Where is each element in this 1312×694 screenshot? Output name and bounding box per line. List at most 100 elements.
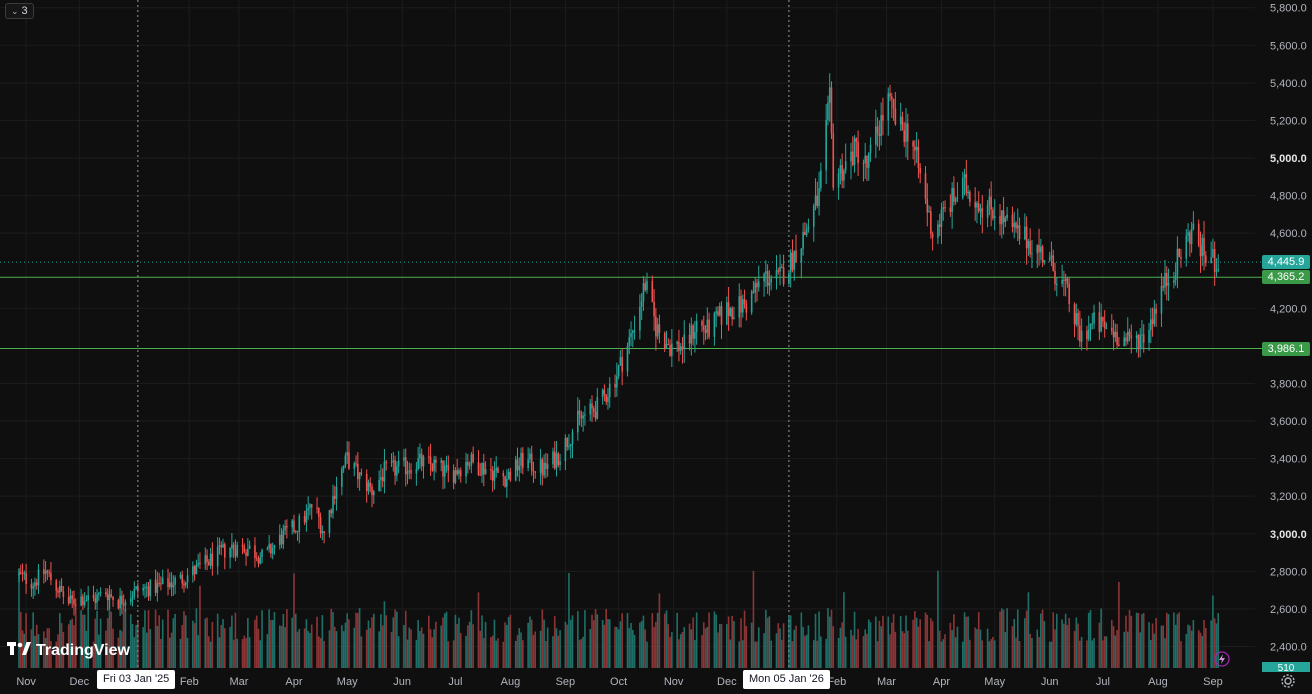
volume-bar [168,637,171,668]
volume-bar [62,631,65,668]
volume-bar [754,641,757,668]
volume-bar [621,613,623,668]
volume-bar [355,612,357,668]
volume-bar [851,635,854,668]
volume-bar [1043,621,1046,668]
candle-body [58,585,61,593]
volume-bar [752,570,755,668]
volume-bar [266,634,269,668]
volume-bar [294,613,297,668]
volume-bar [1174,624,1177,668]
volume-bar [204,618,207,668]
time-axis-label: Jun [393,676,411,688]
volume-bar [683,627,686,668]
volume-bar [555,628,558,668]
volume-bar [631,629,634,668]
volume-bar [592,620,595,668]
candle-body [380,477,382,480]
candle-body [894,108,897,125]
volume-bar [713,611,716,668]
candle-body [795,250,797,263]
gear-icon[interactable] [1280,673,1296,689]
candle-body [1098,312,1101,332]
candle-body [296,530,299,532]
last-price-tag: 4,445.9 [1262,255,1310,269]
volume-bar [912,619,914,668]
volume-bar [1153,633,1156,668]
volume-bar [727,616,730,668]
volume-bar [704,628,707,668]
volume-bar [906,630,909,668]
volume-bar [793,629,796,668]
volume-bar [397,636,400,668]
candle-body [605,394,608,403]
volume-bar [733,621,735,668]
volume-bar [924,612,927,668]
volume-bar [406,639,409,668]
tradingview-logo[interactable]: TradingView [7,641,130,661]
candle-body [321,531,324,534]
volume-bar [1027,592,1030,668]
volume-bar [80,610,82,668]
candle-body [791,252,794,270]
volume-bar [559,630,561,668]
candle-body [1068,283,1071,305]
volume-bar [369,627,372,668]
volume-bar [435,621,437,668]
volume-bar [940,641,943,668]
lightning-icon[interactable] [1214,651,1230,667]
volume-bar [87,608,89,668]
candle-body [889,93,891,97]
series-selector-button[interactable]: ⌄ 3 [5,3,34,19]
candle-body [440,460,443,463]
volume-bar [694,640,696,668]
volume-bar [34,635,36,668]
candle-body [876,126,879,134]
volume-bar [509,614,512,668]
volume-bar [316,616,318,668]
candle-body [683,334,686,350]
volume-bar [591,614,593,668]
volume-bar [298,628,301,668]
volume-bar [1087,612,1090,668]
candle-body [170,582,173,588]
candle-body [129,598,132,603]
candle-body [57,590,59,593]
price-axis-label: 4,800.0 [1270,191,1307,203]
candle-body [1167,282,1170,286]
volume-bar [977,612,980,668]
volume-bar [569,619,572,668]
volume-bar [1093,638,1095,668]
volume-bar [750,622,753,668]
candle-body [781,266,783,268]
candle-body [768,282,771,286]
volume-bar [1089,610,1092,668]
volume-bar [456,624,458,668]
candle-body [410,470,412,474]
volume-bar [137,620,139,668]
candle-body [607,397,609,403]
volume-bar [245,638,247,668]
candle-body [92,595,95,598]
candle-body [559,461,561,465]
volume-bar [827,608,829,668]
candle-body [353,463,356,469]
candle-body [1105,327,1108,329]
volume-bar [156,625,159,668]
volume-bar [514,640,517,668]
volume-bar [183,611,185,668]
volume-bar [467,625,469,668]
candle-body [905,123,907,142]
volume-bar [1210,620,1212,668]
volume-bar [679,634,682,668]
volume-bar [788,617,790,668]
candle-body [656,324,659,337]
candle-body [1185,235,1188,259]
volume-bar [688,623,691,668]
volume-bar [522,640,524,668]
volume-bar [58,613,61,668]
candle-body [663,332,666,349]
volume-bar [782,623,785,668]
candle-body [35,582,38,586]
